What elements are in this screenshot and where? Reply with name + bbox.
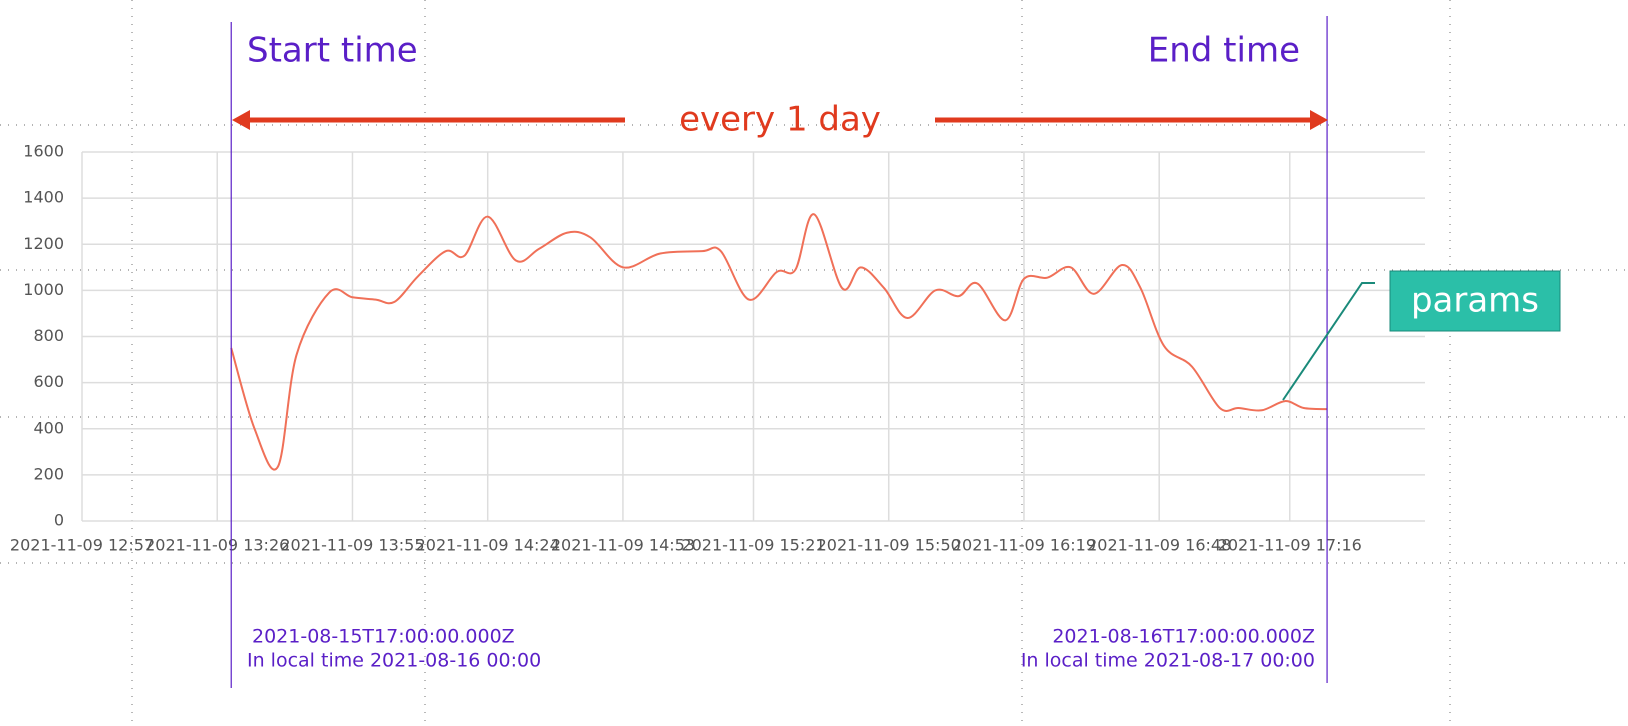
params-label: params [1411,281,1539,321]
y-tick-label: 1400 [23,188,64,207]
x-tick-label: 2021-11-09 14:53 [551,536,695,555]
start-label: Start time [247,31,418,71]
y-tick-label: 600 [33,372,64,391]
y-tick-label: 800 [33,326,64,345]
x-tick-label: 2021-11-09 13:55 [280,536,424,555]
arrow-head [232,110,250,130]
end-utc: 2021-08-16T17:00:00.000Z [1052,626,1315,648]
y-tick-label: 200 [33,464,64,483]
y-tick-label: 0 [54,511,64,530]
start-utc: 2021-08-15T17:00:00.000Z [252,626,515,648]
x-tick-label: 2021-11-09 13:26 [145,536,289,555]
x-tick-label: 2021-11-09 17:16 [1218,536,1362,555]
x-tick-label: 2021-11-09 15:50 [817,536,961,555]
x-tick-label: 2021-11-09 15:21 [681,536,825,555]
end-local: In local time 2021-08-17 00:00 [1021,650,1315,672]
y-tick-label: 1600 [23,142,64,161]
y-tick-label: 400 [33,418,64,437]
line [230,213,1328,471]
y-tick-label: 1000 [23,280,64,299]
params-connector [1282,282,1375,401]
x-tick-label: 2021-11-09 16:48 [1087,536,1231,555]
params-box [1389,270,1561,332]
x-tick-label: 2021-11-09 14:24 [416,536,560,555]
x-tick-label: 2021-11-09 12:57 [10,536,154,555]
x-tick-label: 2021-11-09 16:19 [952,536,1096,555]
start-local: In local time 2021-08-16 00:00 [247,650,541,672]
arrow-head [1310,110,1328,130]
interval-label: every 1 day [679,100,881,140]
end-label: End time [1148,31,1300,71]
y-tick-label: 1200 [23,234,64,253]
